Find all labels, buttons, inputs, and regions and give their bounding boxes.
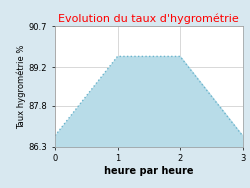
Title: Evolution du taux d'hygrométrie: Evolution du taux d'hygrométrie (58, 14, 239, 24)
Y-axis label: Taux hygrométrie %: Taux hygrométrie % (16, 44, 26, 129)
X-axis label: heure par heure: heure par heure (104, 166, 194, 176)
